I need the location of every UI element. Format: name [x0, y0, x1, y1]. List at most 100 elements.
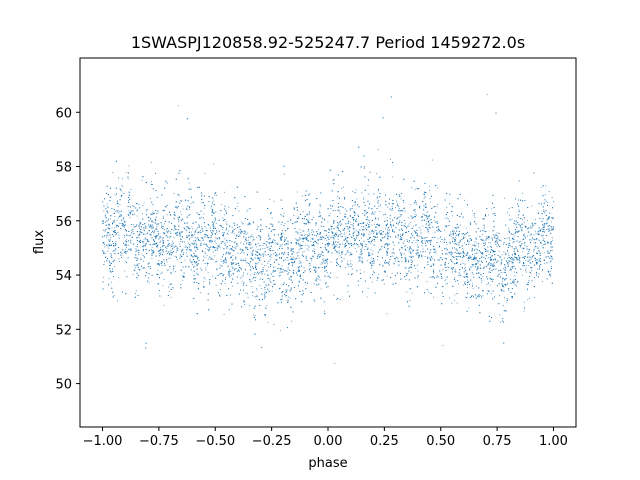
data-point	[419, 251, 421, 253]
data-point	[500, 239, 502, 242]
data-point	[134, 293, 137, 295]
data-point	[523, 301, 525, 303]
data-point	[168, 237, 171, 239]
data-point	[400, 236, 402, 238]
data-point	[230, 270, 232, 272]
data-point	[188, 182, 190, 184]
data-point	[161, 249, 164, 251]
data-point	[334, 209, 337, 212]
data-point	[481, 282, 483, 284]
data-point	[398, 206, 400, 208]
data-point	[475, 248, 477, 250]
data-point	[356, 251, 358, 253]
data-point	[456, 302, 458, 304]
data-point	[483, 257, 485, 259]
data-point	[204, 247, 207, 249]
data-point	[281, 265, 283, 267]
data-point	[140, 226, 142, 228]
data-point	[295, 238, 297, 240]
data-point	[417, 249, 419, 251]
data-point	[461, 238, 463, 241]
data-point	[508, 254, 510, 256]
data-point	[268, 237, 270, 239]
data-point	[241, 221, 243, 223]
data-point	[487, 246, 489, 248]
data-point	[501, 283, 503, 285]
data-point	[210, 207, 212, 209]
data-point	[551, 239, 554, 241]
data-point	[351, 273, 353, 275]
data-point	[508, 214, 510, 216]
data-point	[151, 257, 153, 259]
data-point	[273, 275, 275, 277]
data-point	[162, 238, 164, 240]
data-point	[353, 216, 355, 219]
data-point	[351, 264, 353, 266]
data-point	[158, 238, 160, 240]
data-point	[356, 198, 358, 200]
data-point	[231, 241, 233, 243]
data-point	[199, 229, 202, 231]
data-point	[539, 228, 541, 231]
data-point	[115, 234, 117, 236]
data-point	[537, 261, 539, 263]
data-point	[419, 227, 421, 229]
data-point	[198, 231, 200, 233]
data-point	[195, 228, 198, 230]
data-point	[252, 278, 254, 280]
data-point	[457, 283, 460, 285]
data-point	[227, 230, 230, 232]
data-point	[428, 219, 430, 221]
data-point	[247, 209, 249, 211]
data-point	[550, 266, 553, 268]
data-point	[350, 224, 352, 226]
data-point	[336, 232, 338, 234]
data-point	[320, 263, 322, 265]
data-point	[405, 245, 407, 247]
data-point	[132, 230, 134, 232]
data-point	[430, 227, 432, 229]
data-point	[363, 271, 365, 273]
data-point	[531, 270, 533, 272]
data-point	[188, 239, 190, 241]
data-point	[464, 237, 466, 239]
data-point	[262, 247, 264, 249]
data-point	[289, 297, 291, 299]
data-point	[301, 195, 303, 197]
data-point	[455, 240, 457, 242]
data-point	[330, 261, 332, 263]
data-point	[221, 265, 223, 267]
data-point	[316, 284, 318, 286]
data-point	[490, 293, 492, 295]
data-point	[506, 298, 508, 300]
data-point	[269, 279, 271, 281]
data-point	[543, 237, 545, 239]
data-point	[231, 274, 233, 276]
data-point	[445, 283, 447, 285]
data-point	[497, 242, 499, 245]
data-point	[387, 206, 389, 208]
data-point	[247, 239, 249, 241]
data-point	[141, 179, 143, 181]
data-point	[301, 234, 303, 236]
data-point	[132, 224, 134, 226]
data-point	[391, 205, 393, 208]
data-point	[496, 245, 498, 247]
data-point	[345, 253, 347, 255]
data-point	[377, 218, 379, 220]
data-point	[227, 233, 229, 236]
data-point	[339, 255, 341, 257]
data-point	[470, 222, 472, 224]
data-point	[301, 251, 304, 253]
data-point	[377, 200, 379, 202]
data-point	[109, 218, 111, 220]
data-point	[300, 231, 302, 233]
data-point	[511, 218, 513, 220]
data-point	[441, 250, 443, 252]
data-point	[415, 203, 417, 205]
data-point	[363, 198, 365, 201]
data-point	[252, 295, 254, 297]
data-point	[191, 226, 193, 228]
data-point	[163, 278, 165, 280]
data-point	[293, 215, 295, 217]
